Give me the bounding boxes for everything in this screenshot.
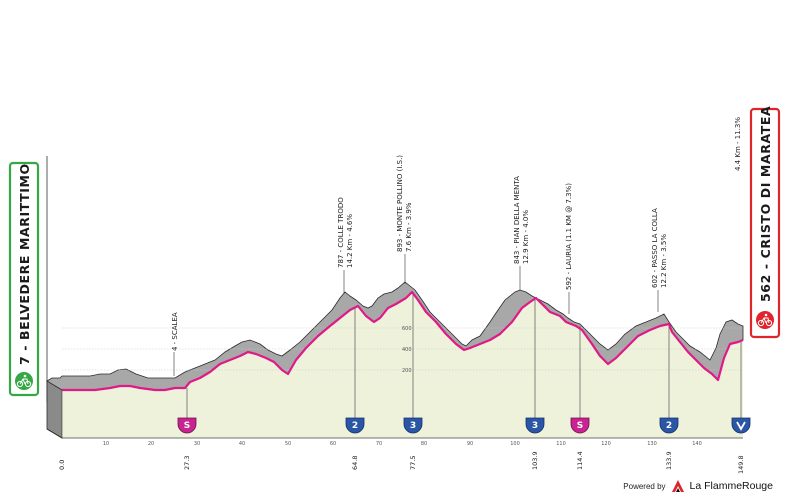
x-tick: 80 xyxy=(421,441,427,447)
climb-label-pian-della-menta: 843 - PIAN DELLA MENTA xyxy=(513,176,521,264)
x-tick: 40 xyxy=(239,441,245,447)
x-tick: 130 xyxy=(647,441,657,447)
y-tick: 400 xyxy=(402,347,412,353)
x-tick: 110 xyxy=(556,441,566,447)
x-tick: 120 xyxy=(601,441,611,447)
x-ticks: 10 20 30 40 50 60 70 80 90 100 110 120 1… xyxy=(103,441,702,447)
x-tick: 10 xyxy=(103,441,109,447)
svg-text:2: 2 xyxy=(352,421,358,431)
x-tick: 60 xyxy=(330,441,336,447)
x-tick: 50 xyxy=(285,441,291,447)
km-start-label: 0.0 xyxy=(58,460,66,470)
climb-label-final: 4.4 Km - 11.3% xyxy=(734,117,742,171)
powered-by: Powered by La FlammeRouge xyxy=(623,479,773,493)
profile-fill xyxy=(62,292,743,438)
profile-line xyxy=(62,290,744,392)
finish-badge: 562 - CRISTO DI MARATEA xyxy=(749,106,781,339)
climb-label-passo-la-colla: 602 - PASSO LA COLLA xyxy=(651,208,659,288)
start-city: 7 - BELVEDERE MARITTIMO xyxy=(17,163,32,365)
svg-text:2: 2 xyxy=(666,421,672,431)
climb-label-colle-trodo: 787 - COLLE TRODO xyxy=(337,197,345,268)
sprint-marker-icon: S xyxy=(177,417,197,434)
finish-marker-icon xyxy=(731,417,751,434)
svg-text:S: S xyxy=(184,421,190,431)
climb-leaders xyxy=(173,254,659,376)
svg-text:S: S xyxy=(577,421,583,431)
km-label: 64.8 xyxy=(351,456,359,470)
finish-city: 562 - CRISTO DI MARATEA xyxy=(758,106,773,302)
kom-cat3-marker-icon: 3 xyxy=(403,417,423,434)
km-finish-label: 149.8 xyxy=(737,455,745,474)
climb-sub-colle-trodo: 14.2 Km - 4.6% xyxy=(346,214,354,268)
climb-sub-pian-della-menta: 12.9 Km - 4.0% xyxy=(522,210,530,264)
x-tick: 90 xyxy=(467,441,473,447)
km-label: 133.9 xyxy=(665,451,673,470)
x-tick: 140 xyxy=(692,441,702,447)
marker-lines xyxy=(61,293,742,438)
bike-finish-icon xyxy=(756,311,774,329)
km-label: 27.3 xyxy=(183,456,191,470)
kom-cat2-marker-icon: 2 xyxy=(659,417,679,434)
flame-rouge-logo-icon xyxy=(671,480,684,492)
sprint-marker-icon: S xyxy=(570,417,590,434)
km-label: 114.4 xyxy=(576,451,584,470)
y-tick: 600 xyxy=(402,326,412,332)
x-tick: 30 xyxy=(194,441,200,447)
climb-sub-monte-pollino: 7.6 Km - 3.9% xyxy=(405,202,413,252)
x-tick: 20 xyxy=(148,441,154,447)
kom-cat2-marker-icon: 2 xyxy=(345,417,365,434)
start-badge: 7 - BELVEDERE MARITTIMO xyxy=(8,161,40,397)
x-tick: 70 xyxy=(376,441,382,447)
climb-label-scalea: 4 - SCALEA xyxy=(171,312,179,351)
y-tick: 200 xyxy=(402,368,412,374)
svg-text:3: 3 xyxy=(410,421,416,431)
profile-base-left xyxy=(46,380,63,439)
climb-label-monte-pollino: 893 - MONTE POLLINO (I.S.) xyxy=(396,155,404,252)
climb-label-lauria: 592 - LAURIA (1.1 KM @ 7.3%) xyxy=(565,183,573,290)
kom-cat3-marker-icon: 3 xyxy=(525,417,545,434)
climb-sub-passo-la-colla: 12.2 Km - 3.5% xyxy=(660,234,668,288)
x-tick: 100 xyxy=(510,441,520,447)
km-label: 77.5 xyxy=(409,456,417,470)
bike-start-icon xyxy=(15,372,33,390)
km-label: 103.9 xyxy=(531,451,539,470)
powered-by-text: Powered by xyxy=(623,481,666,491)
brand-name: La FlammeRouge xyxy=(689,480,773,492)
svg-text:3: 3 xyxy=(532,421,538,431)
altitude-grid xyxy=(62,327,743,371)
